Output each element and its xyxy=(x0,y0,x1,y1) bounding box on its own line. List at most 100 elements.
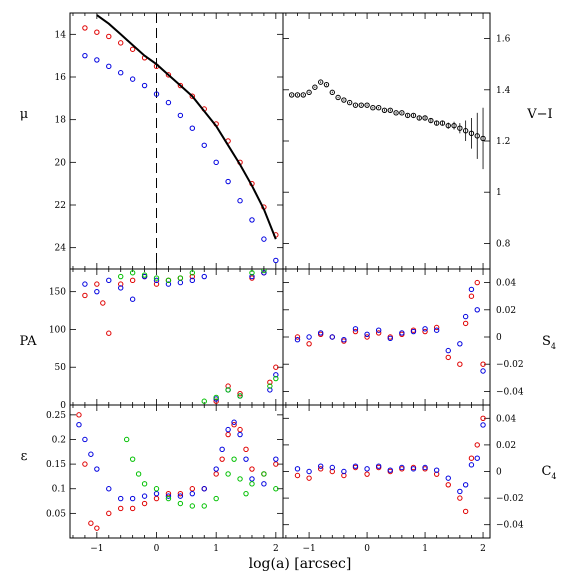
c4-point xyxy=(433,467,440,473)
vi-point xyxy=(399,110,405,116)
vi-point xyxy=(474,133,480,139)
panel-c4: −1 0 1 2 −0.04 −0.02 0 0.02 0.04 C4 xyxy=(282,404,557,554)
c4-point xyxy=(341,468,347,475)
vi-point xyxy=(294,92,301,98)
mu-point xyxy=(177,82,184,89)
vi-ytick-label: 1.4 xyxy=(496,86,511,96)
vi-ylabel: V−I xyxy=(526,107,552,122)
pa-point xyxy=(189,270,196,276)
vi-point xyxy=(381,107,388,113)
s4-point xyxy=(445,347,451,354)
s4-point xyxy=(387,335,393,342)
pa-point xyxy=(118,273,124,280)
vi-point xyxy=(428,117,434,124)
eps-ytick-label: 0.25 xyxy=(46,411,66,421)
mu-point xyxy=(129,46,136,52)
mu-point xyxy=(249,217,255,223)
c4-point xyxy=(364,466,370,472)
eps-point xyxy=(76,412,82,418)
panel-s4: −0.04 −0.02 0 0.02 0.04 S4 xyxy=(282,268,556,406)
eps-point xyxy=(231,456,237,462)
s4-frame xyxy=(282,268,491,406)
mu-ytick-label: 16 xyxy=(55,73,67,83)
c4-point xyxy=(462,508,469,515)
eps-ytick-label: 0.15 xyxy=(46,460,66,470)
eps-point xyxy=(261,481,267,487)
mu-point xyxy=(153,91,160,97)
s4-point xyxy=(433,327,440,333)
eps-point xyxy=(273,461,279,467)
s4-point xyxy=(294,337,301,343)
pa-point xyxy=(225,387,231,393)
c4-point xyxy=(410,466,417,472)
c4-point xyxy=(480,415,486,421)
mu-point xyxy=(106,33,112,40)
eps-point xyxy=(213,471,219,477)
eps-point xyxy=(201,486,207,492)
vi-point xyxy=(439,120,446,126)
s4-point xyxy=(306,341,312,347)
mu-point xyxy=(118,40,124,46)
c4-point xyxy=(352,463,359,469)
pa-point xyxy=(177,279,184,286)
eps-ylabel: ε xyxy=(21,449,28,464)
c4-point xyxy=(474,455,480,461)
s4-point xyxy=(457,361,463,367)
mu-point xyxy=(94,29,100,35)
eps-point xyxy=(201,503,207,509)
pa-point xyxy=(106,277,112,284)
vi-point xyxy=(480,135,486,142)
pa-point xyxy=(153,281,160,287)
vi-ytick-label: 0.8 xyxy=(496,239,511,249)
eps-point xyxy=(189,503,196,509)
vi-point xyxy=(364,102,370,108)
c4-point xyxy=(399,464,405,471)
eps-xtick-label: 2 xyxy=(273,544,279,554)
vi-point xyxy=(410,112,417,119)
pa-point xyxy=(237,390,243,397)
vi-point xyxy=(387,107,393,113)
c4-point xyxy=(294,472,301,479)
vi-point xyxy=(457,125,463,131)
vi-point xyxy=(300,92,306,98)
pa-point xyxy=(273,364,279,370)
eps-point xyxy=(225,426,231,433)
pa-point xyxy=(201,398,207,404)
mu-point xyxy=(82,52,88,59)
mu-point xyxy=(177,112,184,119)
s4-point xyxy=(462,320,469,327)
vi-point xyxy=(404,112,411,119)
s4-point xyxy=(480,368,486,374)
mu-frame xyxy=(69,12,284,270)
c4-xtick-label: 1 xyxy=(422,544,428,554)
pa-point xyxy=(118,285,124,291)
c4-ylabel-sub: 4 xyxy=(551,472,556,481)
s4-point xyxy=(364,331,370,337)
eps-point xyxy=(135,471,142,477)
mu-point xyxy=(82,25,88,31)
eps-point xyxy=(237,426,243,433)
eps-point xyxy=(249,466,255,472)
s4-ytick-label: 0.02 xyxy=(496,306,516,316)
pa-ylabel: PA xyxy=(20,334,38,349)
mu-point xyxy=(273,257,279,264)
pa-point xyxy=(118,281,124,287)
pa-point xyxy=(177,275,184,281)
vi-data xyxy=(288,79,486,170)
s4-ylabel: S4 xyxy=(542,334,556,351)
vi-point xyxy=(317,79,324,85)
vi-point xyxy=(335,94,341,101)
c4-point xyxy=(306,475,312,481)
vi-point xyxy=(422,115,428,121)
eps-xtick-label: 0 xyxy=(154,544,160,554)
eps-point xyxy=(165,490,172,497)
pa-point xyxy=(100,300,106,306)
eps-ytick-label: 0.1 xyxy=(52,485,66,495)
eps-point xyxy=(165,493,172,499)
pa-ytick-label: 50 xyxy=(55,363,67,373)
eps-point xyxy=(129,505,136,512)
pa-point xyxy=(273,375,279,382)
pa-point xyxy=(189,273,196,280)
pa-point xyxy=(153,275,160,281)
